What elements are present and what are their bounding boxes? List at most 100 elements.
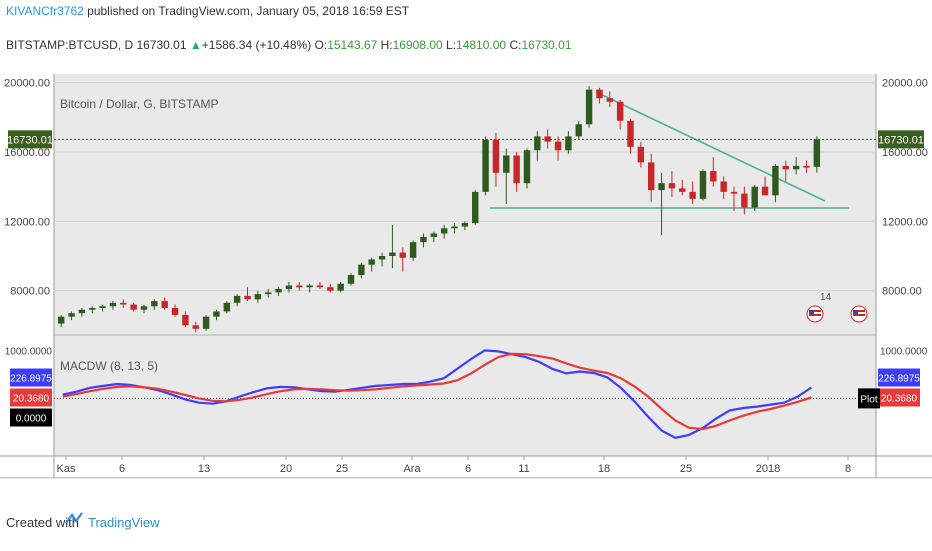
candle-body	[327, 287, 334, 291]
macd-value-badge	[10, 408, 52, 427]
candle-body	[803, 165, 810, 168]
high-label: H:	[380, 38, 393, 52]
candle-body	[523, 150, 531, 184]
plot-badge-label: Plot	[860, 394, 877, 405]
candle-body	[658, 183, 665, 191]
high-value: 16908.00	[392, 38, 443, 52]
candle-body	[730, 191, 738, 194]
macd-value-badge	[878, 368, 920, 387]
x-tick-label: 20	[280, 463, 292, 475]
us-flag-earnings-icon[interactable]: 14	[806, 292, 832, 323]
x-tick-label: 2018	[756, 463, 780, 475]
last-price-badge	[878, 130, 924, 149]
candle-body	[254, 294, 262, 300]
candle-body	[461, 223, 469, 227]
candle-body	[182, 314, 189, 326]
candle-body	[358, 264, 365, 276]
candle-body	[720, 181, 727, 192]
candle-body	[585, 89, 593, 125]
created-with-text: Created with	[6, 515, 79, 530]
y-tick-label: 12000.00	[882, 216, 928, 228]
tradingview-logo-icon[interactable]	[64, 509, 84, 529]
publication-info: KIVANCfr3762 published on TradingView.co…	[6, 4, 409, 18]
candle-body	[554, 141, 562, 151]
candle-body	[699, 171, 707, 199]
candle-body	[534, 136, 541, 151]
candle-body	[647, 162, 655, 191]
price-chart[interactable]: 20000.00 16000.00 12000.00 8000.00 16730.01 1…	[0, 74, 932, 478]
x-tick-label: Ara	[403, 463, 421, 475]
candle-body	[503, 155, 510, 173]
candle-body	[606, 98, 614, 102]
low-label: L:	[446, 38, 457, 52]
last-price: 16730.01	[136, 38, 187, 52]
candle-body	[68, 313, 75, 317]
plot-badge	[858, 388, 880, 409]
candle-body	[616, 101, 624, 121]
publication-text: published on TradingView.com, January 05…	[83, 4, 410, 18]
candle-body	[120, 302, 127, 305]
candle-body	[440, 228, 448, 234]
candles	[57, 86, 821, 333]
candle-body	[565, 136, 572, 151]
author-link[interactable]: KIVANCfr3762	[6, 4, 84, 18]
macd-value-label: 20.3680	[13, 394, 50, 405]
candle-body	[596, 89, 603, 99]
candle-body	[337, 283, 344, 291]
descending-trendline[interactable]	[595, 91, 826, 202]
candle-body	[264, 292, 272, 295]
candle-body	[761, 186, 769, 196]
candle-body	[233, 295, 241, 303]
candle-body	[151, 301, 158, 307]
candle-body	[171, 308, 179, 315]
x-tick-label: 25	[680, 463, 692, 475]
candle-body	[244, 295, 251, 300]
candle-body	[57, 316, 65, 324]
candle-body	[451, 226, 458, 229]
candle-body	[296, 285, 303, 288]
close-value: 16730.01	[521, 38, 572, 52]
symbol-name: BITSTAMP:BTCUSD, D	[6, 38, 134, 52]
candle-body	[741, 193, 748, 208]
time-axis[interactable]: Kas 6 13 20 25 Ara 6 11 18 25 2018 8	[57, 456, 852, 475]
candle-body	[420, 236, 427, 243]
x-tick-label: 8	[845, 463, 851, 475]
y-tick-label: 20000.00	[882, 78, 928, 90]
trendlines[interactable]	[490, 91, 849, 209]
candle-body	[679, 188, 686, 192]
last-price-label: 16730.01	[878, 134, 924, 146]
candle-body	[347, 275, 355, 284]
us-flag-earnings-icon[interactable]	[850, 305, 868, 323]
main-legend: Bitcoin / Dollar, G, BITSTAMP	[60, 97, 218, 111]
candle-body	[710, 171, 717, 182]
macd-line	[62, 349, 813, 439]
macd-value-badge	[10, 368, 52, 387]
candle-body	[772, 165, 779, 196]
up-arrow-icon: ▲	[189, 38, 202, 52]
y-tick-label: 8000.00	[882, 286, 922, 298]
candle-body	[368, 259, 375, 265]
last-price-badge	[8, 130, 52, 149]
candle-body	[513, 155, 520, 184]
macd-value-badge	[878, 388, 920, 407]
candle-body	[316, 285, 324, 288]
tradingview-brand[interactable]: TradingView	[88, 515, 160, 530]
y-tick-label: 20000.00	[4, 78, 50, 90]
candle-body	[627, 120, 634, 147]
candle-body	[202, 316, 210, 329]
footer: Created with TradingView	[0, 478, 932, 551]
close-label: C:	[509, 38, 522, 52]
y-tick-label: 12000.00	[4, 216, 50, 228]
x-tick-label: 13	[198, 463, 210, 475]
y-tick-label: 16000.00	[4, 147, 50, 159]
candle-body	[813, 139, 821, 167]
macd-legend: MACDW (8, 13, 5)	[60, 359, 158, 373]
left-price-axis[interactable]: 20000.00 16000.00 12000.00 8000.00 16730.01 1…	[4, 78, 53, 427]
candle-body	[689, 191, 696, 199]
x-tick-label: 18	[598, 463, 610, 475]
candle-body	[89, 308, 96, 310]
signal-line	[62, 352, 812, 431]
x-tick-label: 11	[518, 463, 529, 475]
open-value: 15143.67	[327, 38, 378, 52]
right-price-axis[interactable]: 20000.00 16000.00 12000.00 8000.00 16730.01 1…	[858, 78, 928, 409]
